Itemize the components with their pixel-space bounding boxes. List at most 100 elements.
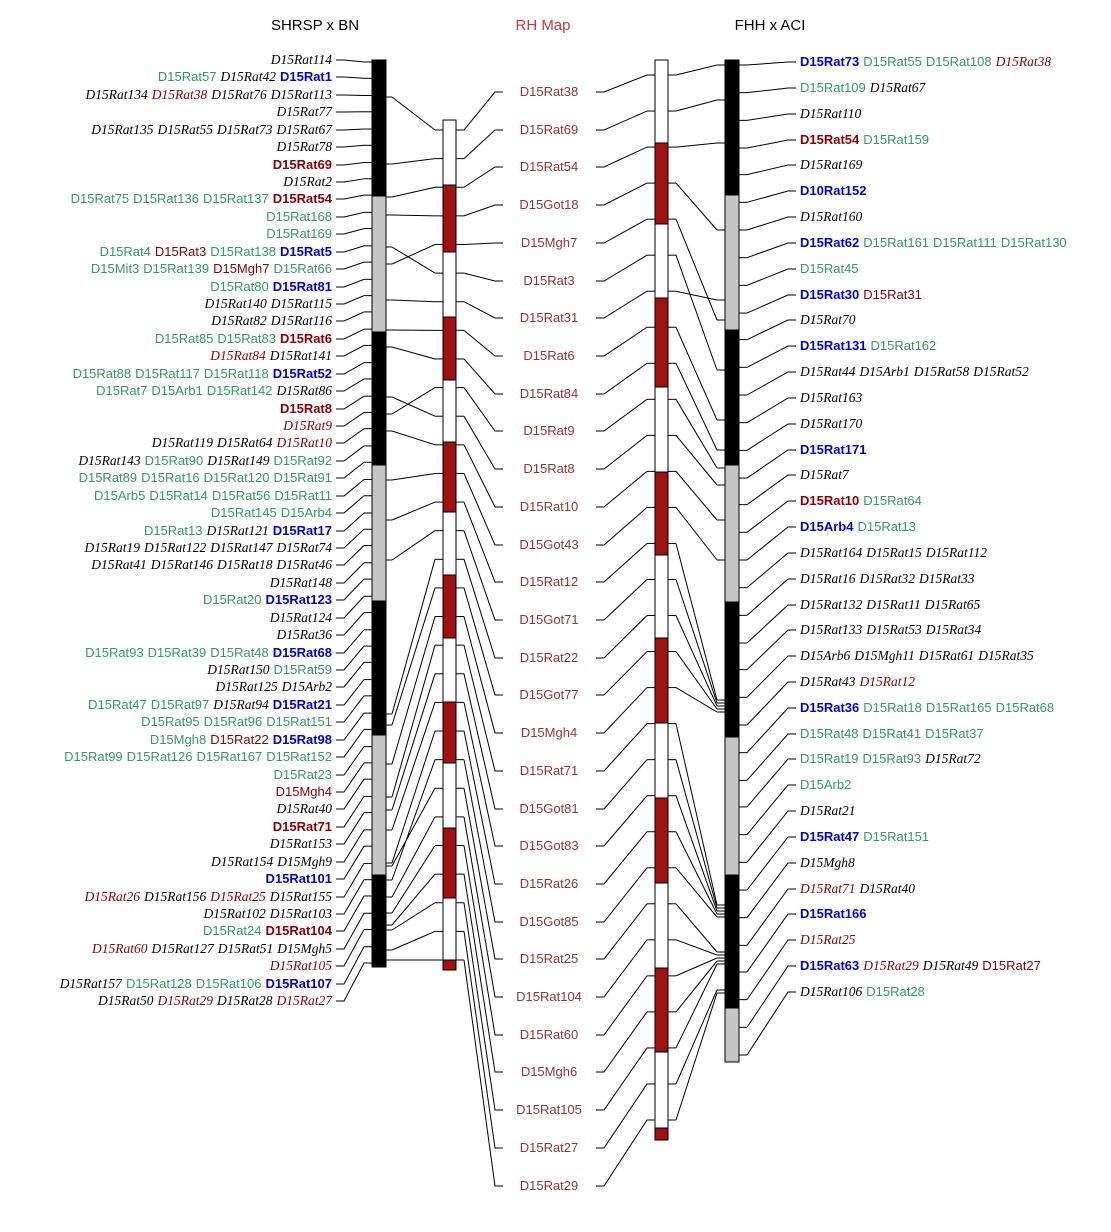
rh-label-left-connector [463, 702, 503, 847]
marker-label: D15Rat125 [215, 679, 278, 694]
left-label-connector [336, 863, 365, 898]
marker-label: D15Rat84 [209, 348, 266, 363]
left-marker-row: D15Rat40 [276, 801, 333, 816]
rh-label-right-connector [596, 290, 648, 319]
marker-label: D15Rat66 [273, 261, 332, 276]
marker-label: D15Rat127 [151, 941, 215, 956]
rh-label-right-connector [596, 579, 648, 621]
rh-map-title: RH Map [515, 17, 570, 34]
chromosome-bars-layer [371, 59, 740, 1141]
left-label-connector [336, 194, 365, 200]
map-link-line [675, 182, 718, 231]
left-marker-row: D15Rat114 [270, 52, 332, 67]
right-marker-row: D15Rat170 [799, 416, 862, 431]
map-link-line [675, 142, 718, 148]
right-label-connector [746, 655, 796, 698]
marker-label: D15Rat7 [96, 383, 147, 398]
rh-label-right-connector [596, 434, 648, 470]
marker-label: D15Rat163 [799, 390, 862, 405]
left-marker-row: D15Rat23 [273, 767, 332, 782]
marker-label: D15Rat112 [925, 545, 987, 560]
marker-label: D15Rat22 [210, 732, 269, 747]
marker-label: D15Rat135 [90, 122, 153, 137]
left-marker-row: D15Rat80 D15Rat81 [210, 279, 332, 294]
rh-marker-label: D15Got18 [519, 197, 578, 212]
right-label-connector [746, 139, 796, 149]
left-label-connector [336, 562, 365, 584]
marker-label: D15Rat3 [155, 244, 206, 259]
rh-marker-label: D15Rat25 [520, 951, 579, 966]
left-marker-row: D15Rat71 [273, 819, 332, 834]
marker-label: D15Rat37 [925, 726, 984, 741]
right-marker-row: D15Rat166 [800, 906, 867, 921]
map-link-line [675, 64, 718, 76]
marker-label: D15Rat76 [210, 87, 267, 102]
marker-label: D15Rat19 [84, 540, 141, 555]
rh-label-left-connector [463, 587, 503, 696]
left-chromosome-band-gray [371, 464, 387, 602]
marker-label: D15Rat18 [216, 557, 273, 572]
marker-label: D15Rat26 [84, 889, 141, 904]
marker-label: D15Rat54 [273, 191, 333, 206]
left-marker-row: D15Rat77 [276, 104, 334, 119]
map-link-line [675, 759, 718, 909]
left-label-connector [336, 662, 365, 688]
left-marker-row: D15Mit3 D15Rat139 D15Mgh7 D15Rat66 [91, 261, 332, 276]
left-marker-row: D15Rat89 D15Rat16 D15Rat120 D15Rat91 [79, 470, 332, 485]
map-link-line [391, 930, 436, 951]
left-label-connector [336, 344, 365, 357]
right-label-connector [746, 345, 796, 368]
map-link-line [391, 788, 436, 867]
marker-label: D15Arb4 [800, 519, 854, 534]
rh-label-right-connector [596, 110, 648, 131]
right-label-connector [746, 61, 796, 66]
left-marker-row: D15Mgh4 [276, 784, 332, 799]
right-label-connector [746, 164, 796, 176]
marker-label: D15Rat27 [276, 993, 334, 1008]
left-marker-row: D15Rat41 D15Rat146 D15Rat18 D15Rat46 [90, 557, 332, 572]
left-label-connector [336, 278, 365, 288]
left-marker-row: D15Rat60 D15Rat127 D15Rat51 D15Mgh5 [91, 941, 332, 956]
marker-label: D15Rat106 [799, 984, 862, 999]
marker-label: D15Rat69 [273, 157, 332, 172]
rh-label-right-connector [596, 470, 648, 508]
right-marker-row: D15Rat70 [799, 312, 856, 327]
map-link-line [391, 299, 436, 303]
right-marker-row: D15Rat106 D15Rat28 [799, 984, 925, 999]
left-marker-row: D15Rat20 D15Rat123 [203, 592, 332, 607]
map-link-line [391, 387, 436, 415]
right-map-title: FHH x ACI [735, 17, 806, 34]
marker-label: D15Rat106 [196, 976, 262, 991]
left-label-connector [336, 929, 365, 967]
rh-label-right-connector [596, 182, 648, 206]
marker-label: D15Rat155 [269, 889, 332, 904]
marker-label: D15Rat47 [88, 697, 147, 712]
left-marker-row: D15Rat95 D15Rat96 D15Rat151 [141, 714, 332, 729]
rh-label-left-connector [463, 788, 503, 960]
marker-label: D15Rat141 [269, 348, 332, 363]
right-label-connector [746, 862, 796, 918]
marker-label: D15Rat169 [266, 226, 332, 241]
left-marker-row: D15Rat135 D15Rat55 D15Rat73 D15Rat67 [90, 122, 333, 137]
marker-label: D15Rat147 [209, 540, 273, 555]
marker-label: D15Rat148 [269, 575, 332, 590]
map-link-line [391, 186, 436, 198]
left-marker-row: D15Rat102 D15Rat103 [203, 906, 333, 921]
left-label-connector [336, 362, 365, 375]
map-link-line [391, 616, 436, 765]
marker-label: D15Rat58 [913, 364, 970, 379]
left-label-connector [336, 211, 365, 218]
marker-label: D15Rat68 [996, 700, 1055, 715]
rh-label-left-connector [463, 931, 503, 1149]
rh-label-right-connector [596, 759, 648, 810]
left-marker-row: D15Rat88 D15Rat117 D15Rat118 D15Rat52 [73, 366, 332, 381]
right-label-connector [746, 707, 796, 754]
marker-label: D15Rat13 [144, 523, 203, 538]
left-marker-row: D15Rat69 [273, 157, 332, 172]
marker-label: D15Rat154 [210, 854, 273, 869]
rh-label-left-connector [463, 616, 503, 734]
map-link-line [391, 346, 436, 360]
marker-label: D15Rat52 [972, 364, 1029, 379]
marker-label: D15Rat151 [863, 829, 929, 844]
